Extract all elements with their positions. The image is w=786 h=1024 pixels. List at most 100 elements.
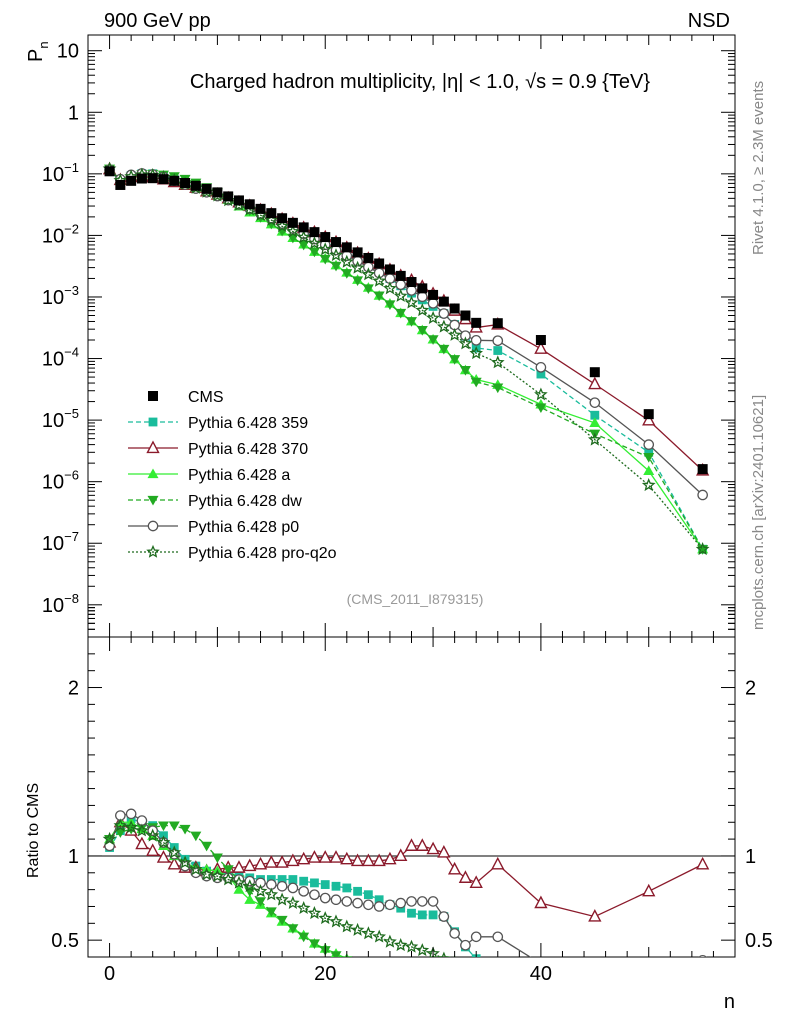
- legend-marker: [148, 391, 158, 401]
- ratio-line-3: [109, 824, 342, 957]
- series-point: [588, 376, 602, 390]
- marker-shape: [695, 856, 710, 870]
- marker-shape: [374, 895, 384, 905]
- series-point: [383, 281, 397, 295]
- marker-shape: [298, 885, 309, 897]
- series-point: [589, 417, 601, 428]
- series-point: [643, 439, 655, 450]
- series-point: [341, 269, 353, 279]
- y-tick-base: 10: [42, 533, 64, 555]
- series-point: [308, 247, 320, 258]
- series-point: [426, 310, 440, 324]
- ratio-point: [286, 853, 300, 867]
- y-tick-label: 10−6: [42, 468, 79, 494]
- series-line-3: [109, 168, 704, 550]
- ratio-point: [102, 831, 117, 845]
- cms-data-point: [255, 203, 266, 214]
- ratio-point: [393, 938, 408, 952]
- side-label-bottom: mcplots.cern.ch [arXiv:2401.10621]: [750, 395, 767, 630]
- marker-shape: [416, 325, 428, 336]
- marker-shape: [275, 855, 289, 868]
- marker-shape: [644, 966, 653, 975]
- ratio-point: [438, 911, 450, 922]
- ratio-point: [350, 853, 365, 867]
- cms-data-point: [492, 318, 503, 329]
- marker-shape: [201, 841, 213, 852]
- legend-label: Pythia 6.428 359: [188, 415, 308, 432]
- ratio-tick-label-left: 1: [68, 846, 79, 868]
- marker-shape: [470, 931, 482, 943]
- marker-shape: [178, 855, 192, 869]
- marker-shape: [589, 367, 600, 378]
- y-tick-base: 10: [42, 410, 64, 432]
- ratio-point: [135, 836, 149, 850]
- cms-data-point: [169, 175, 180, 186]
- ratio-point: [298, 885, 309, 897]
- ratio-point: [383, 851, 397, 865]
- marker-shape: [493, 346, 503, 355]
- marker-shape: [113, 818, 128, 832]
- marker-shape: [590, 1005, 600, 1015]
- marker-shape: [426, 310, 440, 324]
- marker-shape: [643, 999, 654, 1009]
- marker-shape: [493, 959, 502, 968]
- series-point: [319, 254, 331, 265]
- ratio-plot: 0.5 0.5 1 1 2 2: [51, 636, 773, 1020]
- marker-shape: [298, 222, 309, 233]
- marker-shape: [492, 931, 504, 943]
- x-tick-label: 20: [314, 963, 336, 985]
- ratio-tick-label-left: 2: [68, 678, 79, 700]
- marker-shape: [341, 269, 353, 279]
- y-tick-exp: −4: [64, 345, 79, 360]
- marker-shape: [384, 975, 395, 985]
- marker-shape: [395, 270, 406, 281]
- ratio-point: [329, 914, 343, 928]
- marker-shape: [222, 865, 234, 875]
- marker-shape: [339, 919, 354, 933]
- marker-shape: [363, 890, 373, 900]
- series-point: [318, 242, 333, 256]
- main-cms-points: [104, 166, 708, 475]
- ratio-point: [156, 835, 171, 849]
- marker-shape: [641, 478, 656, 492]
- ratio-point: [199, 867, 214, 881]
- y-tick-label: 10−4: [42, 345, 79, 371]
- marker-shape: [535, 403, 547, 414]
- marker-shape: [233, 884, 245, 894]
- marker-shape: [255, 897, 267, 907]
- series-point: [643, 453, 655, 463]
- ratio-point: [331, 881, 341, 891]
- cms-data-point: [589, 367, 600, 378]
- marker-shape: [438, 344, 450, 355]
- cms-data-point: [352, 247, 363, 258]
- ratio-point: [167, 845, 182, 859]
- marker-shape: [320, 232, 331, 243]
- ratio-point: [157, 821, 169, 832]
- marker-shape: [363, 899, 374, 911]
- marker-shape: [253, 856, 268, 870]
- marker-shape: [255, 877, 266, 889]
- cms-data-point: [126, 175, 137, 186]
- marker-shape: [307, 906, 322, 920]
- marker-shape: [492, 383, 504, 394]
- marker-shape: [277, 213, 288, 224]
- ratio-point: [698, 955, 707, 957]
- series-point: [329, 248, 343, 262]
- ratio-point: [384, 975, 395, 985]
- marker-shape: [275, 892, 289, 906]
- series-point: [644, 447, 654, 457]
- ratio-point: [394, 848, 408, 862]
- marker-shape: [352, 897, 363, 909]
- legend-label: Pythia 6.428 370: [188, 441, 308, 458]
- y-tick-label: 10−8: [42, 591, 79, 617]
- marker-shape: [124, 820, 139, 834]
- series-point: [460, 330, 471, 342]
- marker-shape: [449, 928, 460, 939]
- y-tick-exp: −3: [64, 283, 79, 298]
- marker-shape: [493, 980, 504, 990]
- y-tick-exp: −5: [64, 406, 79, 421]
- marker-shape: [697, 1010, 708, 1020]
- cms-data-point: [104, 166, 115, 177]
- ratio-point: [460, 997, 471, 1007]
